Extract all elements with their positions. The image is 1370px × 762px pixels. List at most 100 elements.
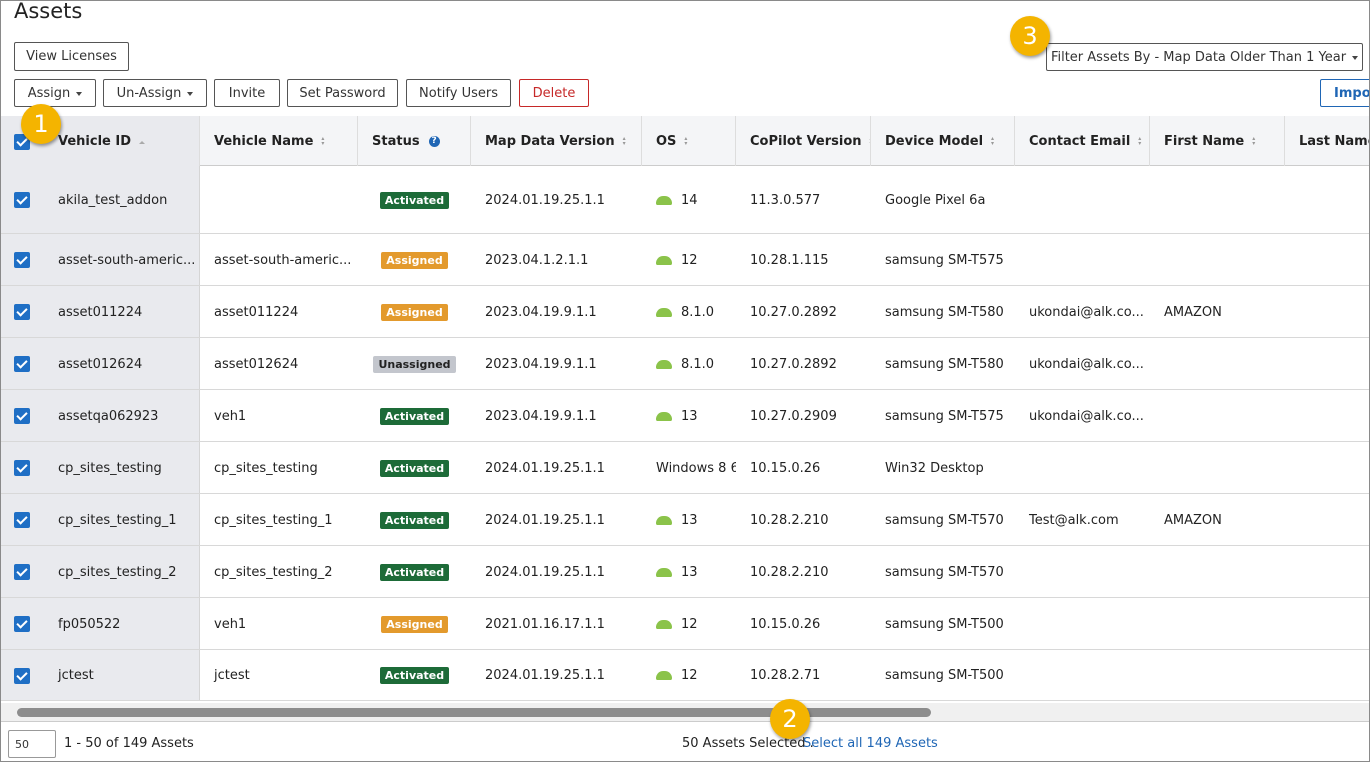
os-cell: 8.1.0 [642,338,736,390]
os-version: 12 [681,616,698,632]
row-checkbox[interactable] [14,356,30,372]
table-cell: asset012624 [58,356,143,372]
status-cell: Assigned [358,234,471,286]
row-divider [1,649,1369,650]
android-icon [656,359,672,369]
action-button[interactable]: Assign [14,79,96,107]
page-size-select[interactable]: 50 [8,730,56,758]
action-button[interactable]: Delete [519,79,589,107]
os-cell: 12 [642,650,736,701]
os-cell: 12 [642,234,736,286]
status-badge: Activated [379,667,450,684]
row-checkbox[interactable] [14,564,30,580]
column-header[interactable]: Device Model [871,116,1015,166]
table-cell: 10.27.0.2892 [750,304,837,320]
callout-marker: 3 [1010,16,1050,56]
os-version: 12 [681,252,698,268]
select-all-link[interactable]: Select all 149 Assets [803,736,938,751]
filter-button[interactable]: Filter Assets By - Map Data Older Than 1… [1046,43,1363,71]
table-cell: 2024.01.19.25.1.1 [485,192,605,208]
os-version: Windows 8 6. [656,460,736,476]
os-version: 8.1.0 [681,304,715,320]
table-cell: Google Pixel 6a [885,192,986,208]
os-version: 14 [681,192,698,208]
table-cell: 10.15.0.26 [750,460,821,476]
footer-divider [1,721,1369,722]
action-button[interactable]: Un-Assign [103,79,207,107]
table-cell: 11.3.0.577 [750,192,821,208]
table-cell: jctest [58,668,94,683]
row-divider [1,337,1369,338]
os-cell: 13 [642,390,736,442]
table-cell: 10.28.2.71 [750,668,821,683]
table-cell: ukondai@alk.co... [1029,304,1144,320]
status-badge: Assigned [381,251,448,269]
row-checkbox[interactable] [14,667,30,684]
table-cell: asset-south-americ... [58,252,196,268]
table-cell: ukondai@alk.co... [1029,408,1144,424]
scrollbar-thumb[interactable] [17,708,931,717]
action-button[interactable]: Notify Users [406,79,511,107]
row-checkbox[interactable] [14,408,30,424]
table-cell: asset011224 [214,304,299,320]
android-icon [656,671,672,680]
row-checkbox[interactable] [14,252,30,268]
column-header[interactable]: Vehicle ID [44,116,200,166]
table-cell: 10.15.0.26 [750,616,821,632]
column-header[interactable]: CoPilot Version [736,116,871,166]
table-cell: cp_sites_testing_2 [214,564,333,580]
row-divider [1,441,1369,442]
status-cell: Assigned [358,598,471,650]
row-divider [1,700,1369,701]
column-header[interactable]: Contact Email [1015,116,1150,166]
os-version: 13 [681,564,698,580]
status-badge: Activated [379,563,450,581]
column-header[interactable]: Vehicle Name [200,116,358,166]
column-header[interactable]: OS [642,116,736,166]
table-cell: 2024.01.19.25.1.1 [485,512,605,528]
column-header[interactable]: First Name [1150,116,1285,166]
callout-marker: 2 [770,699,810,739]
status-cell: Activated [358,166,471,234]
table-cell: veh1 [214,616,247,632]
column-header[interactable]: Map Data Version [471,116,642,166]
table-cell: samsung SM-T500 [885,668,1004,683]
row-checkbox[interactable] [14,304,30,320]
table-cell: samsung SM-T580 [885,304,1004,320]
table-cell: 10.28.1.115 [750,252,829,268]
row-checkbox[interactable] [14,512,30,528]
status-cell: Unassigned [358,338,471,390]
table-cell: 2023.04.19.9.1.1 [485,408,597,424]
table-cell: samsung SM-T575 [885,408,1004,424]
android-icon [656,567,672,577]
android-icon [656,515,672,525]
table-cell: 2023.04.19.9.1.1 [485,356,597,372]
row-checkbox[interactable] [14,192,30,208]
table-cell: samsung SM-T570 [885,512,1004,528]
table-cell: samsung SM-T575 [885,252,1004,268]
status-cell: Activated [358,442,471,494]
row-checkbox[interactable] [14,460,30,476]
table-cell: Test@alk.com [1029,512,1119,528]
os-version: 8.1.0 [681,356,715,372]
table-cell: 2023.04.19.9.1.1 [485,304,597,320]
action-button[interactable]: Set Password [287,79,398,107]
table-cell: 2023.04.1.2.1.1 [485,252,589,268]
android-icon [656,195,672,205]
status-badge: Activated [379,407,450,425]
action-button[interactable]: Invite [214,79,280,107]
callout-marker: 1 [21,104,61,144]
table-cell: 10.27.0.2909 [750,408,837,424]
row-checkbox[interactable] [14,616,30,632]
column-header[interactable]: Status [358,116,471,166]
os-cell: 14 [642,166,736,234]
os-cell: 13 [642,546,736,598]
os-version: 12 [681,668,698,683]
view-licenses-button[interactable]: View Licenses [14,42,129,71]
table-cell: asset011224 [58,304,143,320]
import-button[interactable]: Impo [1320,79,1369,107]
table-cell: veh1 [214,408,247,424]
status-badge: Assigned [381,303,448,321]
column-header[interactable]: Last Name [1285,116,1369,166]
